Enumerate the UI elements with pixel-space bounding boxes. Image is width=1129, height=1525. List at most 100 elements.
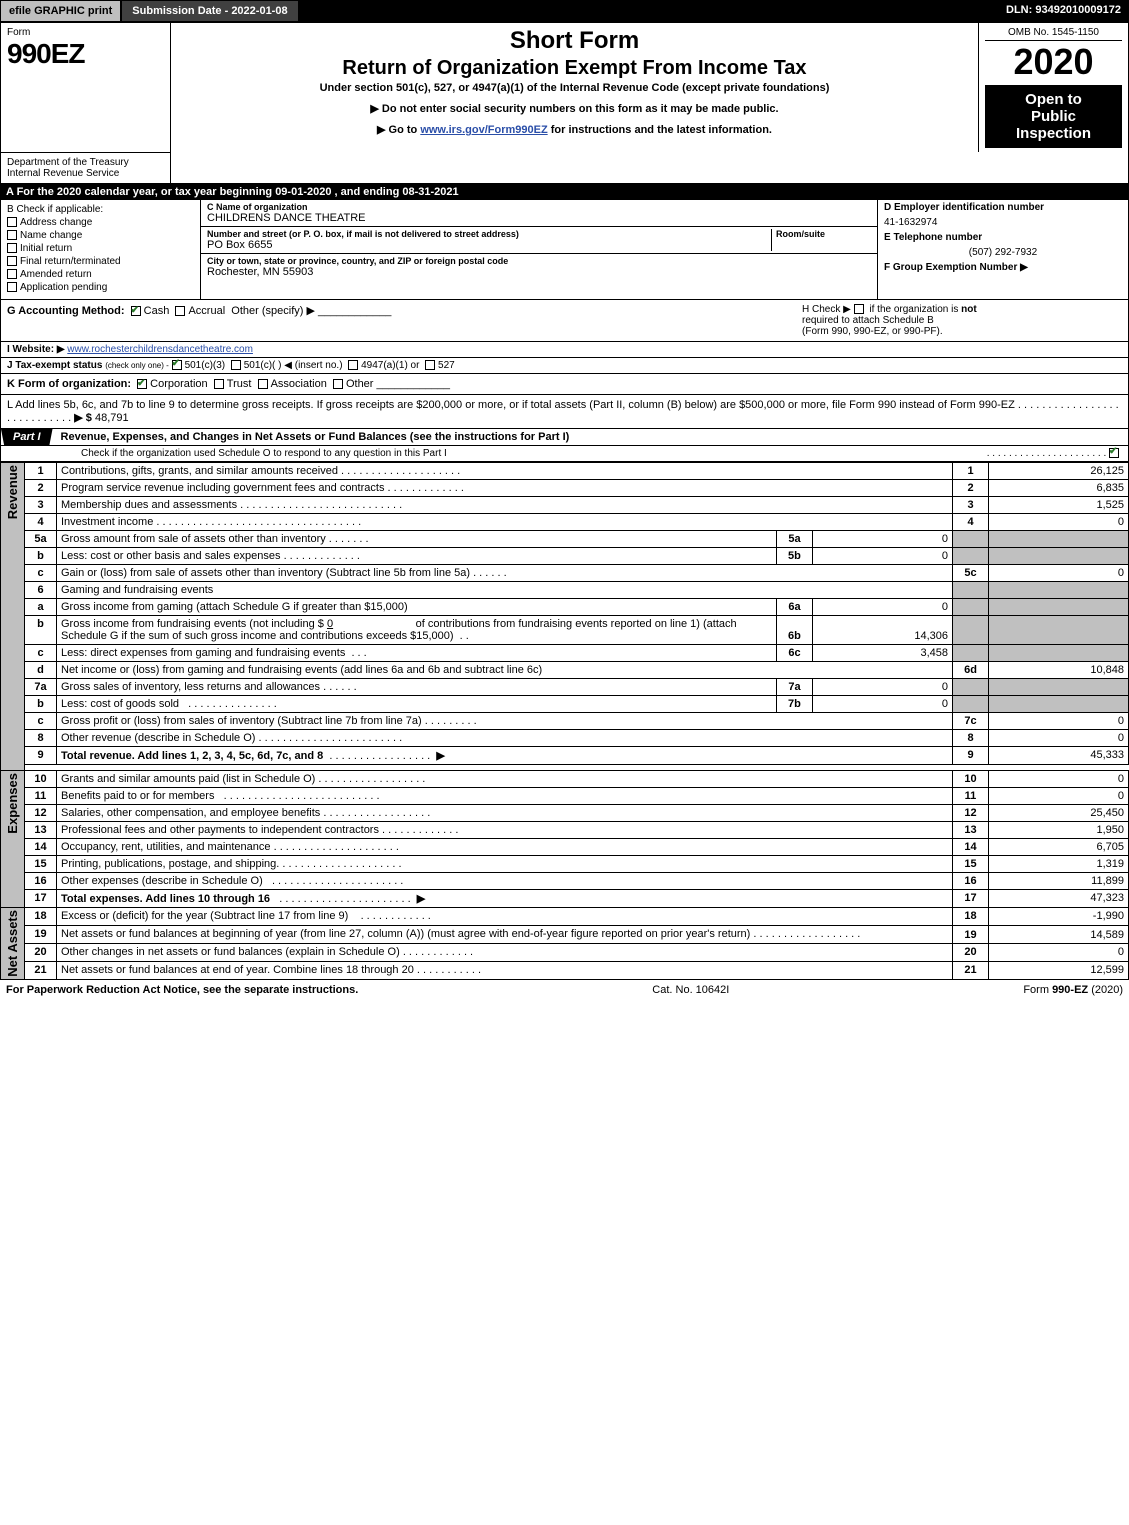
l5c-rn: 5c [953,565,989,582]
check-initial-return[interactable]: Initial return [7,243,194,254]
open-line1: Open to [987,91,1120,108]
l-gross-receipts-row: L Add lines 5b, 6c, and 7b to line 9 to … [0,395,1129,429]
l5a-text: Gross amount from sale of assets other t… [57,531,777,548]
h-schedule-b: H Check ▶ if the organization is not req… [802,304,1122,337]
l12-text: Salaries, other compensation, and employ… [57,805,953,822]
tax-year: 2020 [985,41,1122,83]
opt-final: Final return/terminated [20,256,121,267]
line-9: 9 Total revenue. Add lines 1, 2, 3, 4, 5… [1,747,1129,765]
check-address-change[interactable]: Address change [7,217,194,228]
check-cash[interactable] [131,306,141,316]
l5b-greyv [989,548,1129,565]
l7b-text: Less: cost of goods sold . . . . . . . .… [57,696,777,713]
expenses-label: Expenses [5,773,20,834]
j-label: J Tax-exempt status [7,360,102,371]
department-cell: Department of the Treasury Internal Reve… [1,152,171,183]
l5a-ib: 5a [776,531,812,548]
line-7b: b Less: cost of goods sold . . . . . . .… [1,696,1129,713]
footer-right-pre: Form [1023,984,1052,996]
l4-rn: 4 [953,514,989,531]
dln-number: DLN: 93492010009172 [998,0,1129,22]
l14-text: Occupancy, rent, utilities, and maintena… [57,839,953,856]
l6a-greyn [953,599,989,616]
c-organization: C Name of organization CHILDRENS DANCE T… [201,200,878,299]
l8-num: 8 [25,730,57,747]
title-cell: Short Form Return of Organization Exempt… [171,23,978,152]
spacer [299,0,998,22]
line-6d: d Net income or (loss) from gaming and f… [1,662,1129,679]
b-checkboxes: B Check if applicable: Address change Na… [1,200,201,299]
website-link[interactable]: www.rochesterchildrensdancetheatre.com [67,344,253,355]
l16-num: 16 [25,873,57,890]
check-corporation[interactable] [137,379,147,389]
l16-val: 11,899 [989,873,1129,890]
l10-rn: 10 [953,771,989,788]
g-label: G Accounting Method: [7,305,125,317]
l6b-iv: 14,306 [812,616,952,645]
l3-text: Membership dues and assessments . . . . … [57,497,953,514]
check-name-change[interactable]: Name change [7,230,194,241]
check-final-return[interactable]: Final return/terminated [7,256,194,267]
j-o4: 527 [438,360,455,371]
g-other: Other (specify) ▶ [231,305,315,317]
dept-line1: Department of the Treasury [7,157,164,168]
l20-text: Other changes in net assets or fund bala… [57,943,953,961]
check-501c[interactable] [231,360,241,370]
l13-val: 1,950 [989,822,1129,839]
check-501c3[interactable] [172,360,182,370]
l6c-text: Less: direct expenses from gaming and fu… [57,645,777,662]
l6b-amount: 0 [327,618,333,630]
h-text1: H Check ▶ [802,304,851,315]
l6d-val: 10,848 [989,662,1129,679]
l1-val: 26,125 [989,463,1129,480]
j-sub: (check only one) - [105,361,169,370]
check-association[interactable] [258,379,268,389]
addr-label: Number and street (or P. O. box, if mail… [207,229,771,239]
check-527[interactable] [425,360,435,370]
check-h[interactable] [854,304,864,314]
l6c-greyv [989,645,1129,662]
sidelabel-netassets: Net Assets [1,908,25,980]
line-2: 2 Program service revenue including gove… [1,480,1129,497]
check-part1-schedule-o[interactable] [1109,448,1119,458]
l2-val: 6,835 [989,480,1129,497]
line-19: 19 Net assets or fund balances at beginn… [1,925,1129,943]
efile-print-button[interactable]: efile GRAPHIC print [0,0,121,22]
part1-check-text: Check if the organization used Schedule … [81,448,447,459]
line-8: 8 Other revenue (describe in Schedule O)… [1,730,1129,747]
l7a-ib: 7a [776,679,812,696]
check-4947[interactable] [348,360,358,370]
l6b-ib: 6b [776,616,812,645]
l4-num: 4 [25,514,57,531]
line-20: 20 Other changes in net assets or fund b… [1,943,1129,961]
check-amended-return[interactable]: Amended return [7,269,194,280]
l14-val: 6,705 [989,839,1129,856]
submission-date: Submission Date - 2022-01-08 [121,0,298,22]
l3-val: 1,525 [989,497,1129,514]
l21-text: Net assets or fund balances at end of ye… [57,961,953,979]
irs-link[interactable]: www.irs.gov/Form990EZ [420,124,547,136]
line-5a: 5a Gross amount from sale of assets othe… [1,531,1129,548]
l9-arrow: ▶ [436,750,444,762]
l6d-rn: 6d [953,662,989,679]
l18-val: -1,990 [989,908,1129,926]
l5a-greyn [953,531,989,548]
c-name-label: C Name of organization [207,202,871,212]
k-o4: Other [346,378,374,390]
b-header: B Check if applicable: [7,204,194,215]
check-application-pending[interactable]: Application pending [7,282,194,293]
l16-rn: 16 [953,873,989,890]
check-other-org[interactable] [333,379,343,389]
l5c-val: 0 [989,565,1129,582]
l12-val: 25,450 [989,805,1129,822]
check-trust[interactable] [214,379,224,389]
opt-address: Address change [20,217,92,228]
line-12: 12 Salaries, other compensation, and emp… [1,805,1129,822]
check-accrual[interactable] [175,306,185,316]
footer-left: For Paperwork Reduction Act Notice, see … [6,984,358,996]
g-accrual: Accrual [188,305,225,317]
form-number-cell: Form 990EZ [1,23,171,152]
l2-rn: 2 [953,480,989,497]
l14-rn: 14 [953,839,989,856]
h-text4: (Form 990, 990-EZ, or 990-PF). [802,326,943,337]
